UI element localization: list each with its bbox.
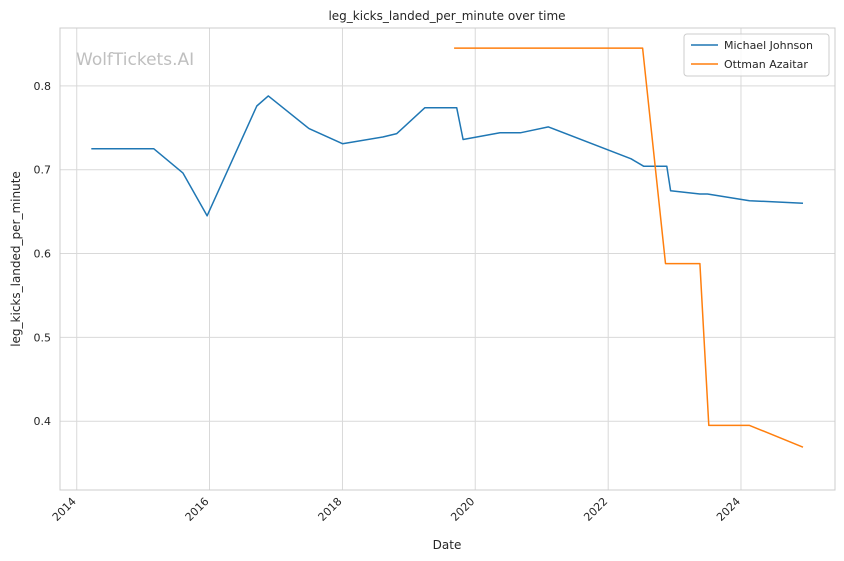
chart-title: leg_kicks_landed_per_minute over time <box>328 9 565 23</box>
legend: Michael Johnson Ottman Azaitar <box>683 33 830 77</box>
x-tick-label: 2016 <box>183 495 212 524</box>
y-tick-label: 0.6 <box>34 248 52 261</box>
x-tick-label: 2018 <box>316 495 345 524</box>
series-line-michael-johnson <box>91 95 804 217</box>
series-line-ottman-azaitar <box>454 47 804 448</box>
y-tick-label: 0.4 <box>34 415 52 428</box>
legend-label-michael-johnson: Michael Johnson <box>724 39 813 52</box>
watermark: WolfTickets.AI <box>76 50 194 70</box>
y-tick-label: 0.8 <box>34 80 52 93</box>
x-tick-label: 2024 <box>714 495 743 524</box>
y-tick-label: 0.7 <box>34 164 52 177</box>
x-axis-title: Date <box>433 538 462 552</box>
x-tick-label: 2022 <box>581 495 610 524</box>
legend-label-ottman-azaitar: Ottman Azaitar <box>724 58 808 71</box>
grid <box>60 28 835 490</box>
x-tick-label: 2014 <box>50 495 79 524</box>
x-tick-label: 2020 <box>448 495 477 524</box>
x-tick-labels: 2014 2016 2018 2020 2022 2024 <box>50 495 743 524</box>
legend-box <box>683 33 830 77</box>
y-tick-labels: 0.4 0.5 0.6 0.7 0.8 <box>34 80 52 428</box>
series-lines <box>91 47 804 448</box>
y-axis-title: leg_kicks_landed_per_minute <box>9 171 23 347</box>
y-tick-label: 0.5 <box>34 331 52 344</box>
plot-frame <box>59 27 836 491</box>
